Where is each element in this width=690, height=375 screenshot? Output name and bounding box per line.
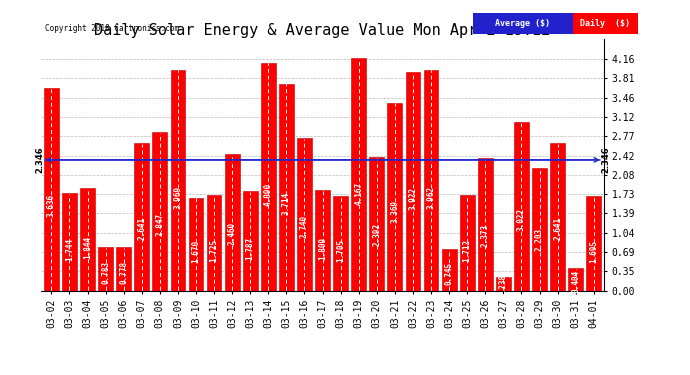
Text: 3.022: 3.022	[517, 209, 526, 231]
Text: 3.962: 3.962	[426, 186, 435, 210]
Bar	[225, 154, 239, 291]
Text: 1.725: 1.725	[210, 239, 219, 262]
Title: Daily Solar Energy & Average Value Mon Apr 2 19:12: Daily Solar Energy & Average Value Mon A…	[95, 23, 551, 38]
Bar	[532, 168, 547, 291]
Text: 1.744: 1.744	[65, 238, 74, 261]
Bar	[152, 132, 167, 291]
Bar	[188, 198, 204, 291]
Text: Average ($): Average ($)	[495, 19, 550, 28]
Text: 3.636: 3.636	[47, 194, 56, 217]
Bar	[62, 194, 77, 291]
Bar	[351, 58, 366, 291]
Text: 0.745: 0.745	[444, 262, 453, 285]
Text: 2.373: 2.373	[481, 224, 490, 247]
Text: Daily  ($): Daily ($)	[580, 19, 631, 28]
Bar	[80, 188, 95, 291]
Text: 3.369: 3.369	[391, 200, 400, 223]
Bar	[460, 195, 475, 291]
Bar	[586, 196, 601, 291]
Bar	[388, 103, 402, 291]
Bar	[550, 144, 565, 291]
Bar	[207, 195, 221, 291]
Text: 3.969: 3.969	[173, 186, 182, 209]
Bar	[442, 249, 457, 291]
Text: 4.090: 4.090	[264, 183, 273, 207]
Text: 3.922: 3.922	[408, 187, 417, 210]
Bar	[496, 278, 511, 291]
Bar	[369, 158, 384, 291]
Bar	[116, 247, 131, 291]
Bar	[98, 247, 113, 291]
Bar	[243, 191, 257, 291]
Bar	[44, 88, 59, 291]
Text: 4.167: 4.167	[354, 182, 363, 205]
Text: 2.346: 2.346	[35, 147, 44, 173]
Bar	[279, 84, 294, 291]
Text: 0.238: 0.238	[499, 273, 508, 297]
Text: 0.778: 0.778	[119, 261, 128, 284]
Bar	[170, 69, 186, 291]
Text: 2.392: 2.392	[373, 223, 382, 246]
Text: 1.695: 1.695	[589, 239, 598, 262]
Text: 2.641: 2.641	[137, 217, 146, 240]
Text: Copyright 2018 Cartronics.com: Copyright 2018 Cartronics.com	[45, 24, 179, 33]
Text: 1.670: 1.670	[192, 240, 201, 263]
Text: 3.714: 3.714	[282, 192, 291, 215]
Text: 0.783: 0.783	[101, 261, 110, 284]
Bar	[424, 70, 438, 291]
Bar	[135, 144, 149, 291]
Bar	[406, 72, 420, 291]
Bar	[569, 268, 583, 291]
Text: 1.809: 1.809	[318, 237, 327, 260]
Text: 1.705: 1.705	[336, 239, 345, 262]
Text: 1.712: 1.712	[463, 239, 472, 262]
Text: 2.346: 2.346	[601, 147, 610, 173]
Bar	[333, 196, 348, 291]
Text: 2.641: 2.641	[553, 217, 562, 240]
Bar	[261, 63, 276, 291]
Bar	[478, 158, 493, 291]
Text: 2.847: 2.847	[155, 213, 164, 236]
Bar	[297, 138, 312, 291]
Text: 2.460: 2.460	[228, 222, 237, 245]
Text: 2.203: 2.203	[535, 228, 544, 251]
Text: 2.740: 2.740	[300, 215, 309, 238]
Bar	[315, 190, 330, 291]
Bar	[514, 122, 529, 291]
Text: 1.844: 1.844	[83, 236, 92, 259]
Text: 0.404: 0.404	[571, 270, 580, 293]
Text: 1.787: 1.787	[246, 237, 255, 260]
